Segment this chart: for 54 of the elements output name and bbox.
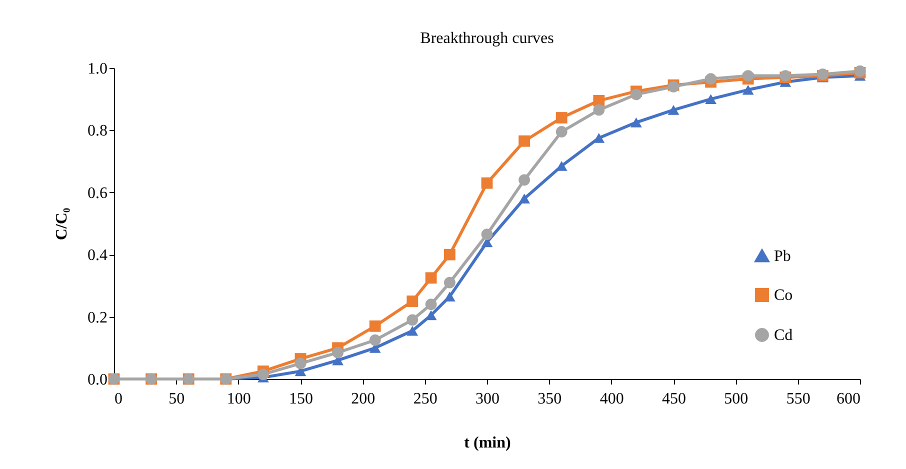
y-tick-label: 0.0 bbox=[88, 372, 108, 388]
point bbox=[518, 174, 530, 186]
point bbox=[481, 228, 493, 240]
x-tick-label: 450 bbox=[662, 390, 686, 408]
y-axis-title: C/C₀ bbox=[54, 208, 70, 240]
point bbox=[444, 276, 456, 288]
x-tick-label: 350 bbox=[538, 390, 562, 408]
x-tick-label: 600 bbox=[836, 390, 860, 408]
x-tick-label: 50 bbox=[168, 390, 185, 408]
legend-label: Pb bbox=[774, 248, 791, 265]
point bbox=[556, 126, 568, 138]
point bbox=[369, 334, 381, 346]
x-tick-label: 550 bbox=[786, 390, 810, 408]
point bbox=[593, 104, 605, 116]
point bbox=[668, 105, 680, 115]
x-axis-title: t (min) bbox=[464, 434, 511, 452]
point bbox=[406, 296, 418, 307]
point bbox=[705, 94, 716, 104]
point bbox=[294, 358, 306, 370]
point bbox=[481, 177, 493, 189]
x-tick-label: 200 bbox=[351, 390, 376, 408]
point bbox=[406, 326, 418, 336]
y-tick-label: 0.8 bbox=[88, 122, 108, 140]
point bbox=[444, 248, 456, 260]
point bbox=[630, 117, 642, 128]
y-tick-label: 0.2 bbox=[88, 309, 108, 326]
y-tick-label: 0.6 bbox=[88, 184, 108, 202]
point bbox=[742, 70, 754, 82]
point bbox=[705, 73, 716, 85]
point bbox=[406, 314, 418, 326]
point bbox=[593, 133, 605, 143]
x-tick-label: 150 bbox=[289, 390, 313, 408]
x-tick-label: 0 bbox=[114, 390, 122, 408]
x-tick-label: 500 bbox=[724, 390, 748, 408]
point bbox=[518, 135, 530, 147]
point bbox=[369, 320, 381, 332]
x-tick-label: 100 bbox=[226, 390, 251, 408]
point bbox=[425, 272, 437, 284]
x-tick-label: 300 bbox=[476, 390, 500, 408]
point bbox=[630, 88, 642, 100]
point bbox=[425, 298, 437, 310]
x-tick-label: 250 bbox=[413, 390, 438, 408]
legend-label: Co bbox=[774, 287, 793, 304]
y-tick-label: 1.0 bbox=[88, 60, 108, 78]
point bbox=[518, 194, 530, 204]
legend-label: Cd bbox=[774, 327, 793, 344]
point bbox=[444, 292, 456, 302]
point bbox=[332, 346, 344, 358]
chart-title: Breakthrough curves bbox=[420, 30, 554, 47]
point bbox=[258, 368, 269, 380]
point bbox=[742, 84, 754, 95]
x-tick-label: 400 bbox=[600, 390, 624, 408]
point bbox=[556, 112, 568, 124]
y-tick-label: 0.4 bbox=[88, 247, 108, 264]
